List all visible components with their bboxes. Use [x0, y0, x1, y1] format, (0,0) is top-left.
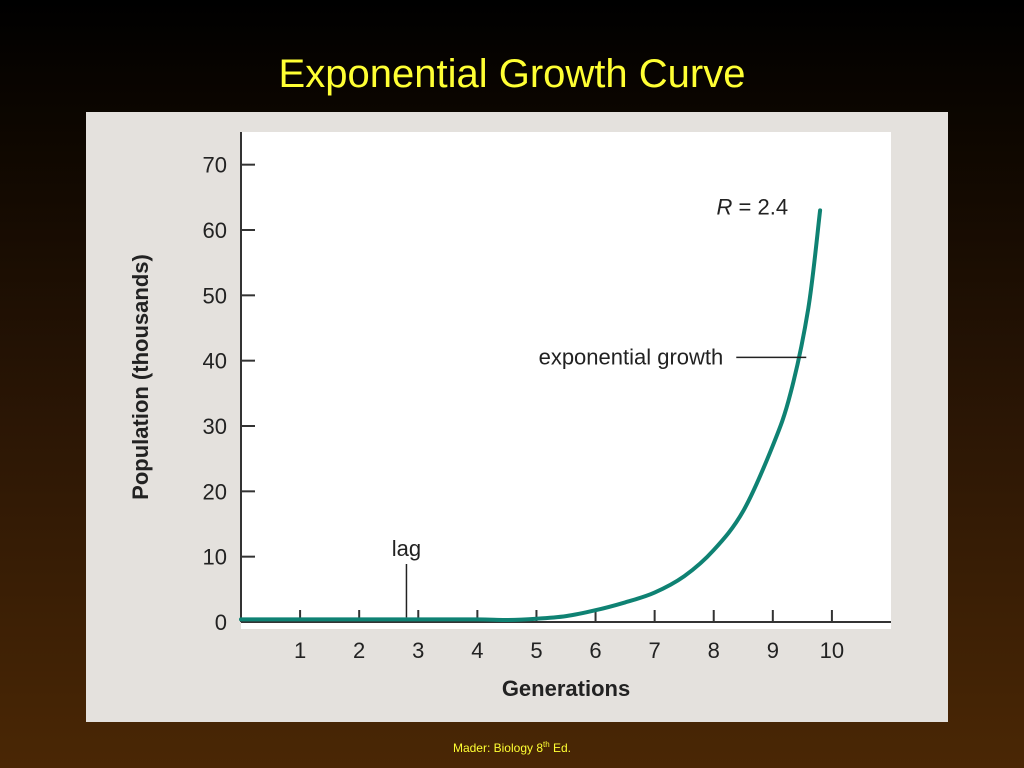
figure-panel: 1 2 3 4 5 6 7 8 9 10 0 10 20 30 40 50 60 70 R = 2.4 expone… — [86, 112, 948, 722]
footer-credit-superscript: th — [543, 740, 550, 749]
footer-credit-edition: Ed. — [549, 741, 572, 755]
annotation-r-variable: R — [717, 194, 733, 219]
y-tick-label: 70 — [203, 153, 227, 178]
x-tick-label: 4 — [471, 638, 483, 663]
y-tick-label: 40 — [203, 349, 227, 374]
x-tick-label: 6 — [589, 638, 601, 663]
footer-credit: Mader: Biology 8th Ed. — [0, 740, 1024, 755]
y-tick-label: 20 — [203, 479, 227, 504]
y-tick-label: 10 — [203, 545, 227, 570]
tick-layer: 1 2 3 4 5 6 7 8 9 10 0 10 20 30 40 50 60 70 — [203, 153, 845, 663]
x-tick-label: 8 — [708, 638, 720, 663]
x-tick-label: 9 — [767, 638, 779, 663]
x-axis-label: Generations — [502, 676, 630, 701]
plot-area — [241, 132, 891, 629]
y-tick-label: 50 — [203, 283, 227, 308]
y-tick-label: 60 — [203, 218, 227, 243]
x-tick-label: 2 — [353, 638, 365, 663]
y-tick-label: 0 — [215, 610, 227, 635]
slide-title: Exponential Growth Curve — [278, 52, 746, 96]
x-tick-label: 10 — [820, 638, 844, 663]
y-tick-label: 30 — [203, 414, 227, 439]
x-tick-label: 7 — [649, 638, 661, 663]
growth-chart: 1 2 3 4 5 6 7 8 9 10 0 10 20 30 40 50 60 70 R = 2.4 expone… — [128, 132, 891, 701]
annotation-layer: R = 2.4 exponential growth lag — [392, 194, 807, 618]
x-tick-label: 1 — [294, 638, 306, 663]
x-tick-label: 5 — [530, 638, 542, 663]
footer-credit-text: Mader: Biology 8 — [452, 741, 543, 755]
annotation-exponential-growth: exponential growth — [539, 344, 724, 369]
annotation-lag: lag — [392, 536, 421, 561]
growth-curve-line — [239, 208, 823, 623]
annotation-r-rest: = 2.4 — [732, 194, 788, 219]
annotation-r-value: R = 2.4 — [717, 194, 789, 219]
y-axis-label: Population (thousands) — [128, 254, 153, 500]
x-tick-label: 3 — [412, 638, 424, 663]
